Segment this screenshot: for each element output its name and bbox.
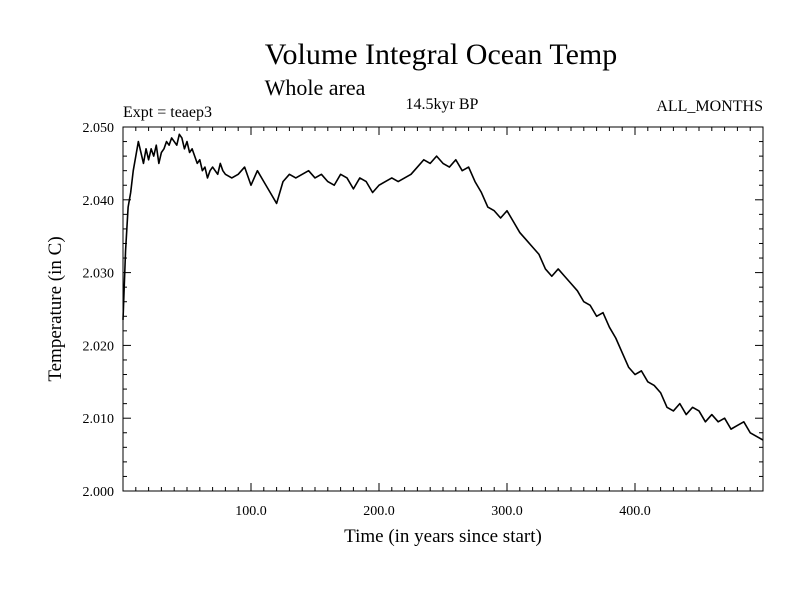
axis-ticks	[123, 127, 763, 491]
y-tick-label: 2.020	[83, 339, 115, 354]
plot-frame	[122, 126, 764, 492]
x-axis-label: Time (in years since start)	[344, 526, 542, 547]
chart-title: Volume Integral Ocean Temp	[265, 38, 618, 71]
series-line	[122, 133, 764, 441]
y-axis-label: Temperature (in C)	[45, 236, 66, 381]
y-tick-label: 2.000	[83, 485, 115, 500]
x-tick-label: 200.0	[363, 504, 395, 519]
months-label: ALL_MONTHS	[656, 98, 763, 115]
y-tick-label: 2.040	[83, 194, 115, 209]
x-tick-labels: 100.0 200.0 300.0 400.0	[235, 504, 651, 519]
y-tick-labels: 2.000 2.010 2.020 2.030 2.040 2.050	[83, 121, 115, 500]
x-tick-label: 300.0	[491, 504, 523, 519]
x-tick-label: 400.0	[619, 504, 651, 519]
chart-subtitle: Whole area	[265, 75, 366, 100]
y-tick-label: 2.010	[83, 412, 115, 427]
experiment-label: Expt = teaep3	[123, 104, 212, 121]
y-tick-label: 2.050	[83, 121, 115, 136]
x-tick-label: 100.0	[235, 504, 267, 519]
period-label: 14.5kyr BP	[406, 96, 479, 113]
y-tick-label: 2.030	[83, 267, 115, 282]
